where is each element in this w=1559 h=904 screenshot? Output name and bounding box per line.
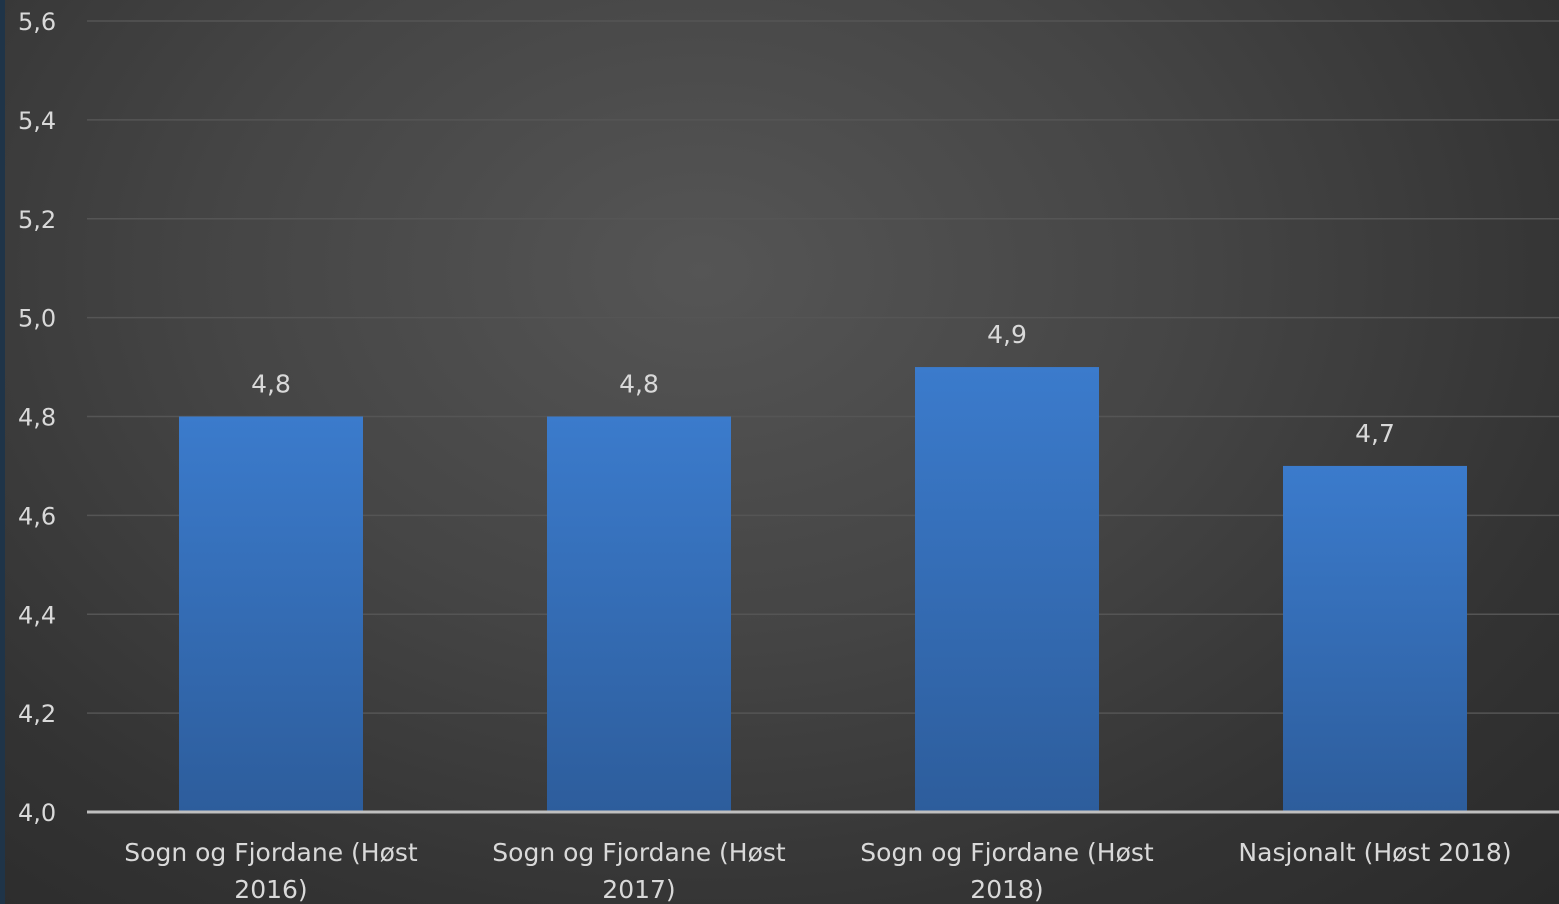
data-label: 4,9: [987, 320, 1027, 349]
bars: [179, 367, 1467, 812]
y-tick-label: 5,2: [18, 206, 56, 234]
bar: [915, 367, 1099, 812]
y-tick-label: 4,4: [18, 601, 56, 629]
bar: [1283, 465, 1467, 812]
data-label: 4,8: [619, 370, 659, 399]
x-tick-label: Sogn og Fjordane (Høst 2016): [124, 838, 418, 904]
x-tick-label: Nasjonalt (Høst 2018): [1238, 838, 1511, 867]
y-axis-tick-labels: 4,0 4,2 4,4 4,6 4,8 5,0 5,2 5,4 5,6: [18, 8, 56, 827]
y-tick-label: 5,4: [18, 107, 56, 135]
y-tick-label: 4,2: [18, 700, 56, 728]
y-tick-label: 4,0: [18, 799, 56, 827]
x-tick-label: Sogn og Fjordane (Høst 2017): [492, 838, 786, 904]
bar: [179, 416, 363, 812]
data-label: 4,7: [1355, 419, 1395, 448]
data-labels: 4,8 4,8 4,9 4,7: [251, 320, 1395, 448]
x-tick-label: Sogn og Fjordane (Høst 2018): [860, 838, 1154, 904]
y-tick-label: 4,6: [18, 502, 56, 530]
x-axis-category-labels: Sogn og Fjordane (Høst 2016) Sogn og Fjord…: [124, 838, 1511, 904]
y-tick-label: 4,8: [18, 404, 56, 432]
bar: [547, 416, 731, 812]
y-tick-label: 5,0: [18, 305, 56, 333]
data-label: 4,8: [251, 370, 291, 399]
y-tick-label: 5,6: [18, 8, 56, 36]
window-edge: [0, 0, 5, 904]
